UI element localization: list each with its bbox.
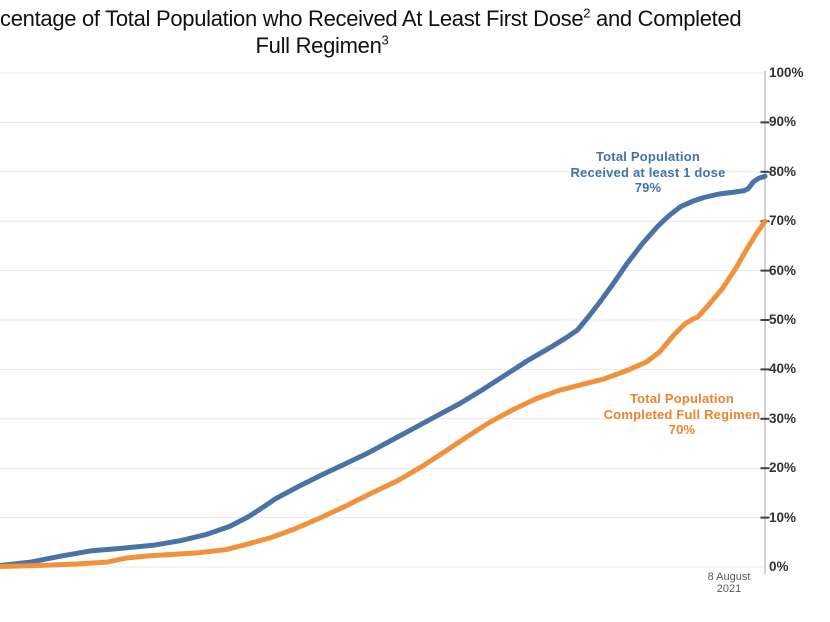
footnote-marker-2: 2	[583, 5, 591, 21]
footnote-marker-3: 3	[381, 32, 389, 48]
chart-title-line1: centage of Total Population who Received…	[0, 5, 742, 32]
y-axis-tick-label: 20%	[769, 460, 797, 476]
y-axis-tick-label: 40%	[769, 361, 797, 377]
y-axis-tick-label: 100%	[769, 65, 804, 80]
y-axis-tick-label: 60%	[769, 262, 797, 278]
annotation-line: Total Population	[629, 391, 735, 406]
annotation-first-dose: Total Population Received at least 1 dos…	[563, 149, 733, 196]
y-axis-tick-label: 0%	[769, 559, 789, 574]
title-text: centage of Total Population who Received…	[0, 6, 584, 31]
y-axis-tick-label: 80%	[769, 163, 797, 179]
annotation-line: Received at least 1 dose	[570, 164, 726, 180]
chart-title-line2: Full Regimen3	[256, 33, 389, 59]
title-text-tail: and Completed	[590, 6, 742, 31]
series-first-dose-line	[0, 173, 768, 568]
title-text-line2: Full Regimen	[255, 33, 382, 58]
annotation-value: 79%	[634, 180, 662, 195]
y-axis-tick-label: 50%	[769, 312, 797, 327]
annotation-value: 70%	[668, 422, 696, 437]
y-axis-tick-label: 70%	[769, 213, 797, 229]
annotation-full-regimen: Total Population Completed Full Regimen …	[597, 391, 767, 438]
annotation-line: Completed Full Regimen	[603, 406, 761, 422]
y-axis-tick-label: 10%	[769, 509, 797, 525]
y-axis-tick-label: 30%	[769, 410, 797, 426]
x-axis-date-label: 8 August 2021	[707, 571, 751, 595]
y-axis-tick-label: 90%	[769, 114, 797, 130]
series-full-regimen-line	[0, 218, 768, 569]
annotation-line: Total Population	[595, 149, 701, 164]
